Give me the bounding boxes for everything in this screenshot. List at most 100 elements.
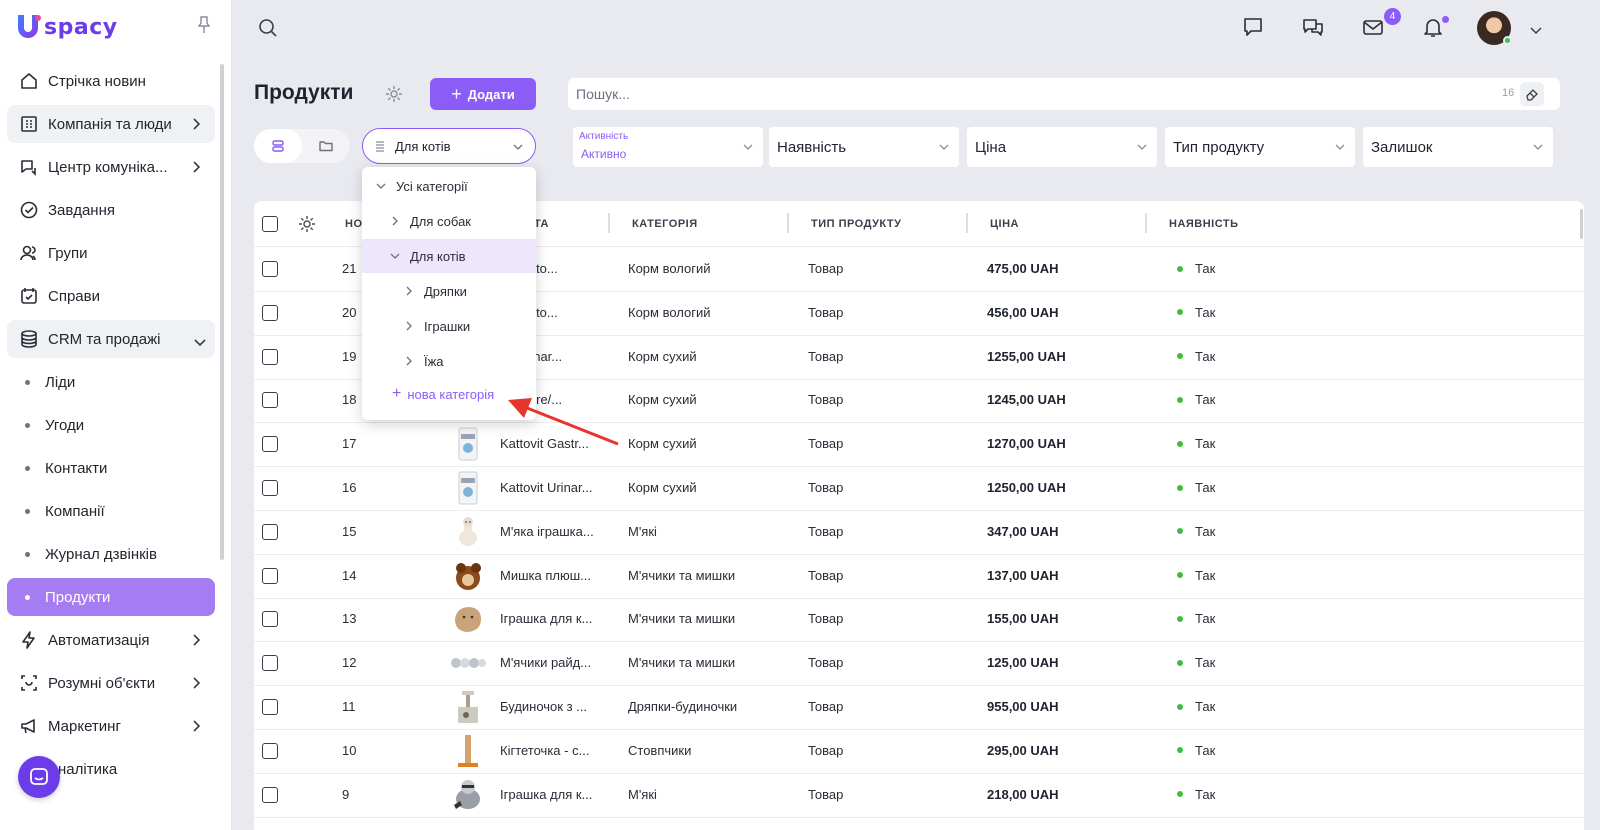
product-thumbnail[interactable] [450, 514, 486, 550]
table-row[interactable]: 14 Мишка плюш... М'ячики та мишки Товар 137,… [254, 554, 1584, 599]
table-scrollbar[interactable] [1580, 209, 1583, 239]
product-thumbnail[interactable] [450, 426, 486, 462]
sidebar-item-3[interactable]: Завдання [7, 191, 215, 229]
row-checkbox[interactable] [262, 655, 278, 672]
chevron-down-icon[interactable] [193, 334, 206, 348]
column-divider[interactable] [787, 213, 789, 233]
support-chat-button[interactable] [18, 756, 60, 798]
new-category-button[interactable]: + нова категорія [392, 385, 494, 403]
chevron-right-icon[interactable] [191, 719, 201, 733]
row-checkbox[interactable] [262, 261, 278, 277]
chevron-right-icon[interactable] [390, 216, 400, 226]
sidebar-item-1[interactable]: Компанія та люди [7, 105, 215, 143]
row-checkbox[interactable] [262, 523, 278, 540]
select-all-checkbox[interactable] [262, 216, 278, 232]
sidebar-item-10[interactable]: Компанії [7, 492, 215, 530]
product-thumbnail[interactable] [450, 645, 486, 681]
table-row[interactable]: 12 М'ячики райд... М'ячики та мишки Товар 12… [254, 641, 1584, 687]
global-search-icon[interactable] [258, 18, 278, 38]
cell-name[interactable]: Будиночок з ... [500, 699, 587, 714]
category-option[interactable]: Дряпки [362, 274, 536, 308]
add-product-button[interactable]: + Додати [430, 78, 536, 110]
cell-name[interactable]: Kattovit Urinar... [500, 480, 593, 495]
sidebar-item-2[interactable]: Центр комуніка... [7, 148, 215, 186]
table-row[interactable]: 16 Kattovit Urinar... Корм сухий Товар 1250,… [254, 466, 1584, 511]
row-checkbox[interactable] [262, 786, 278, 803]
sidebar-scrollbar[interactable] [220, 64, 224, 560]
filter-0[interactable]: Активність Активно [573, 127, 763, 167]
chevron-right-icon[interactable] [404, 356, 414, 366]
sidebar-item-5[interactable]: Справи [7, 277, 215, 315]
search-input[interactable] [576, 78, 1456, 110]
cell-name[interactable]: Іграшка для к... [500, 611, 593, 627]
row-checkbox[interactable] [262, 348, 278, 365]
notifications-bell-icon[interactable] [1422, 16, 1444, 38]
column-divider[interactable] [608, 213, 610, 233]
category-option[interactable]: Їжа [362, 344, 536, 378]
row-checkbox[interactable] [262, 611, 278, 628]
row-checkbox[interactable] [262, 567, 278, 584]
sidebar-item-7[interactable]: Ліди [7, 363, 215, 401]
chevron-right-icon[interactable] [404, 321, 414, 331]
table-row[interactable]: 10 Кігтеточка - с... Стовпчики Товар 295,00 … [254, 729, 1584, 774]
product-thumbnail[interactable] [450, 470, 486, 506]
table-row[interactable]: 13 Іграшка для к... М'ячики та мишки Товар 1… [254, 597, 1584, 643]
sidebar-item-15[interactable]: Маркетинг [7, 707, 215, 745]
row-checkbox[interactable] [262, 699, 278, 715]
cell-name[interactable]: М'ячики райд... [500, 655, 592, 671]
row-checkbox[interactable] [262, 742, 278, 759]
chevron-right-icon[interactable] [191, 633, 201, 647]
filter-3[interactable]: Тип продукту [1165, 127, 1355, 167]
category-option[interactable]: Усі категорії [362, 169, 536, 203]
chevron-right-icon[interactable] [191, 117, 201, 131]
column-divider[interactable] [966, 213, 968, 233]
row-checkbox[interactable] [262, 304, 278, 321]
filter-1[interactable]: Наявність [769, 127, 959, 167]
messages-icon[interactable] [1242, 16, 1264, 38]
cell-name[interactable]: Kattovit Gastr... [500, 436, 589, 452]
category-option[interactable]: Іграшки [362, 309, 536, 343]
sidebar-item-9[interactable]: Контакти [7, 449, 215, 487]
cell-name[interactable]: Мишка плюш... [500, 567, 591, 583]
sidebar-item-0[interactable]: Стрічка новин [7, 62, 215, 100]
row-checkbox[interactable] [262, 480, 278, 496]
pin-icon[interactable] [196, 16, 212, 34]
sidebar-item-4[interactable]: Групи [7, 234, 215, 272]
chevron-down-icon[interactable] [376, 181, 386, 191]
folder-view-button[interactable] [302, 129, 350, 163]
product-thumbnail[interactable] [450, 733, 486, 769]
product-thumbnail[interactable] [450, 689, 486, 725]
filter-2[interactable]: Ціна [967, 127, 1157, 167]
product-thumbnail[interactable] [450, 601, 486, 637]
chevron-right-icon[interactable] [404, 286, 414, 296]
column-number[interactable]: НО [345, 218, 363, 230]
row-checkbox[interactable] [262, 392, 278, 409]
table-row[interactable]: 17 Kattovit Gastr... Корм сухий Товар 1270,0… [254, 422, 1584, 468]
sidebar-item-11[interactable]: Журнал дзвінків [7, 535, 215, 573]
category-option[interactable]: Для собак [362, 204, 536, 238]
page-settings-gear-icon[interactable] [385, 85, 403, 103]
mail-icon[interactable] [1362, 16, 1384, 38]
category-select[interactable]: Для котів [362, 128, 536, 164]
clear-search-eraser-icon[interactable] [1520, 82, 1544, 106]
chats-icon[interactable] [1302, 16, 1324, 38]
product-thumbnail[interactable] [450, 558, 486, 594]
chevron-down-icon[interactable] [390, 251, 400, 261]
table-row[interactable]: 11 Будиночок з ... Дряпки-будиночки Товар 95… [254, 685, 1584, 730]
cell-name[interactable]: Кігтеточка - с... [500, 742, 590, 758]
table-row[interactable]: 15 М'яка іграшка... М'які Товар 347,00 UAH Та… [254, 510, 1584, 555]
column-settings-gear-icon[interactable] [298, 215, 316, 233]
cell-name[interactable]: М'яка іграшка... [500, 523, 594, 539]
column-divider[interactable] [1145, 213, 1147, 233]
column-availability[interactable]: НАЯВНІСТЬ [1169, 218, 1239, 230]
category-option[interactable]: Для котів [362, 239, 536, 273]
chevron-down-icon[interactable] [1530, 22, 1542, 35]
chevron-right-icon[interactable] [191, 676, 201, 690]
sidebar-item-6[interactable]: CRM та продажі [7, 320, 215, 358]
filter-4[interactable]: Залишок [1363, 127, 1553, 167]
cell-name[interactable]: Іграшка для к... [500, 786, 593, 802]
column-name[interactable]: ТА [534, 218, 549, 230]
table-row[interactable]: 9 Іграшка для к... М'які Товар 218,00 UAH Так [254, 773, 1584, 818]
sidebar-item-8[interactable]: Угоди [7, 406, 215, 444]
column-price[interactable]: ЦІНА [990, 218, 1019, 230]
